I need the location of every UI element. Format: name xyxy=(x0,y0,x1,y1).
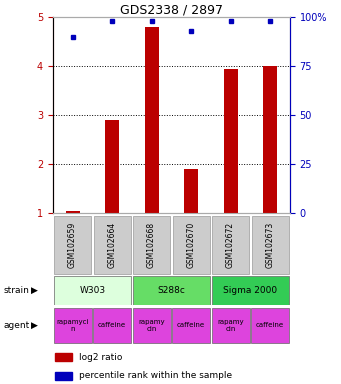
Bar xyxy=(172,308,210,343)
Bar xyxy=(184,169,198,213)
Text: log2 ratio: log2 ratio xyxy=(79,353,122,362)
Text: GSM102670: GSM102670 xyxy=(187,222,196,268)
Bar xyxy=(133,308,170,343)
Text: GSM102673: GSM102673 xyxy=(266,222,275,268)
Text: caffeine: caffeine xyxy=(177,323,205,328)
Text: ▶: ▶ xyxy=(31,286,38,295)
Bar xyxy=(55,372,72,380)
Text: percentile rank within the sample: percentile rank within the sample xyxy=(79,371,232,380)
Text: W303: W303 xyxy=(79,286,105,295)
Bar xyxy=(93,308,131,343)
Bar xyxy=(133,216,170,274)
Bar xyxy=(55,353,72,361)
Text: GSM102659: GSM102659 xyxy=(68,222,77,268)
Text: rapamy
cin: rapamy cin xyxy=(138,319,165,332)
Bar xyxy=(252,216,289,274)
Bar xyxy=(212,216,249,274)
Text: caffeine: caffeine xyxy=(98,323,126,328)
Bar xyxy=(263,66,277,213)
Bar xyxy=(54,276,131,305)
Text: GSM102668: GSM102668 xyxy=(147,222,156,268)
Text: GSM102672: GSM102672 xyxy=(226,222,235,268)
Bar xyxy=(133,276,210,305)
Bar xyxy=(54,216,91,274)
Text: GSM102664: GSM102664 xyxy=(108,222,117,268)
Bar xyxy=(66,211,79,213)
Text: Sigma 2000: Sigma 2000 xyxy=(223,286,278,295)
Bar xyxy=(105,120,119,213)
Bar xyxy=(224,69,238,213)
Bar xyxy=(145,27,159,213)
Text: rapamy
cin: rapamy cin xyxy=(217,319,244,332)
Text: ▶: ▶ xyxy=(31,321,38,330)
Bar xyxy=(251,308,289,343)
Text: rapamyci
n: rapamyci n xyxy=(56,319,89,332)
Bar xyxy=(212,276,289,305)
Text: S288c: S288c xyxy=(158,286,185,295)
Bar xyxy=(173,216,210,274)
Bar xyxy=(54,308,92,343)
Bar xyxy=(212,308,250,343)
Text: caffeine: caffeine xyxy=(256,323,284,328)
Text: agent: agent xyxy=(3,321,30,330)
Bar xyxy=(93,216,131,274)
Text: strain: strain xyxy=(3,286,29,295)
Title: GDS2338 / 2897: GDS2338 / 2897 xyxy=(120,3,223,16)
